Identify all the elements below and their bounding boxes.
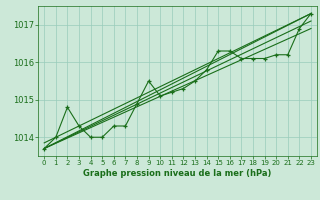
X-axis label: Graphe pression niveau de la mer (hPa): Graphe pression niveau de la mer (hPa) [84, 169, 272, 178]
